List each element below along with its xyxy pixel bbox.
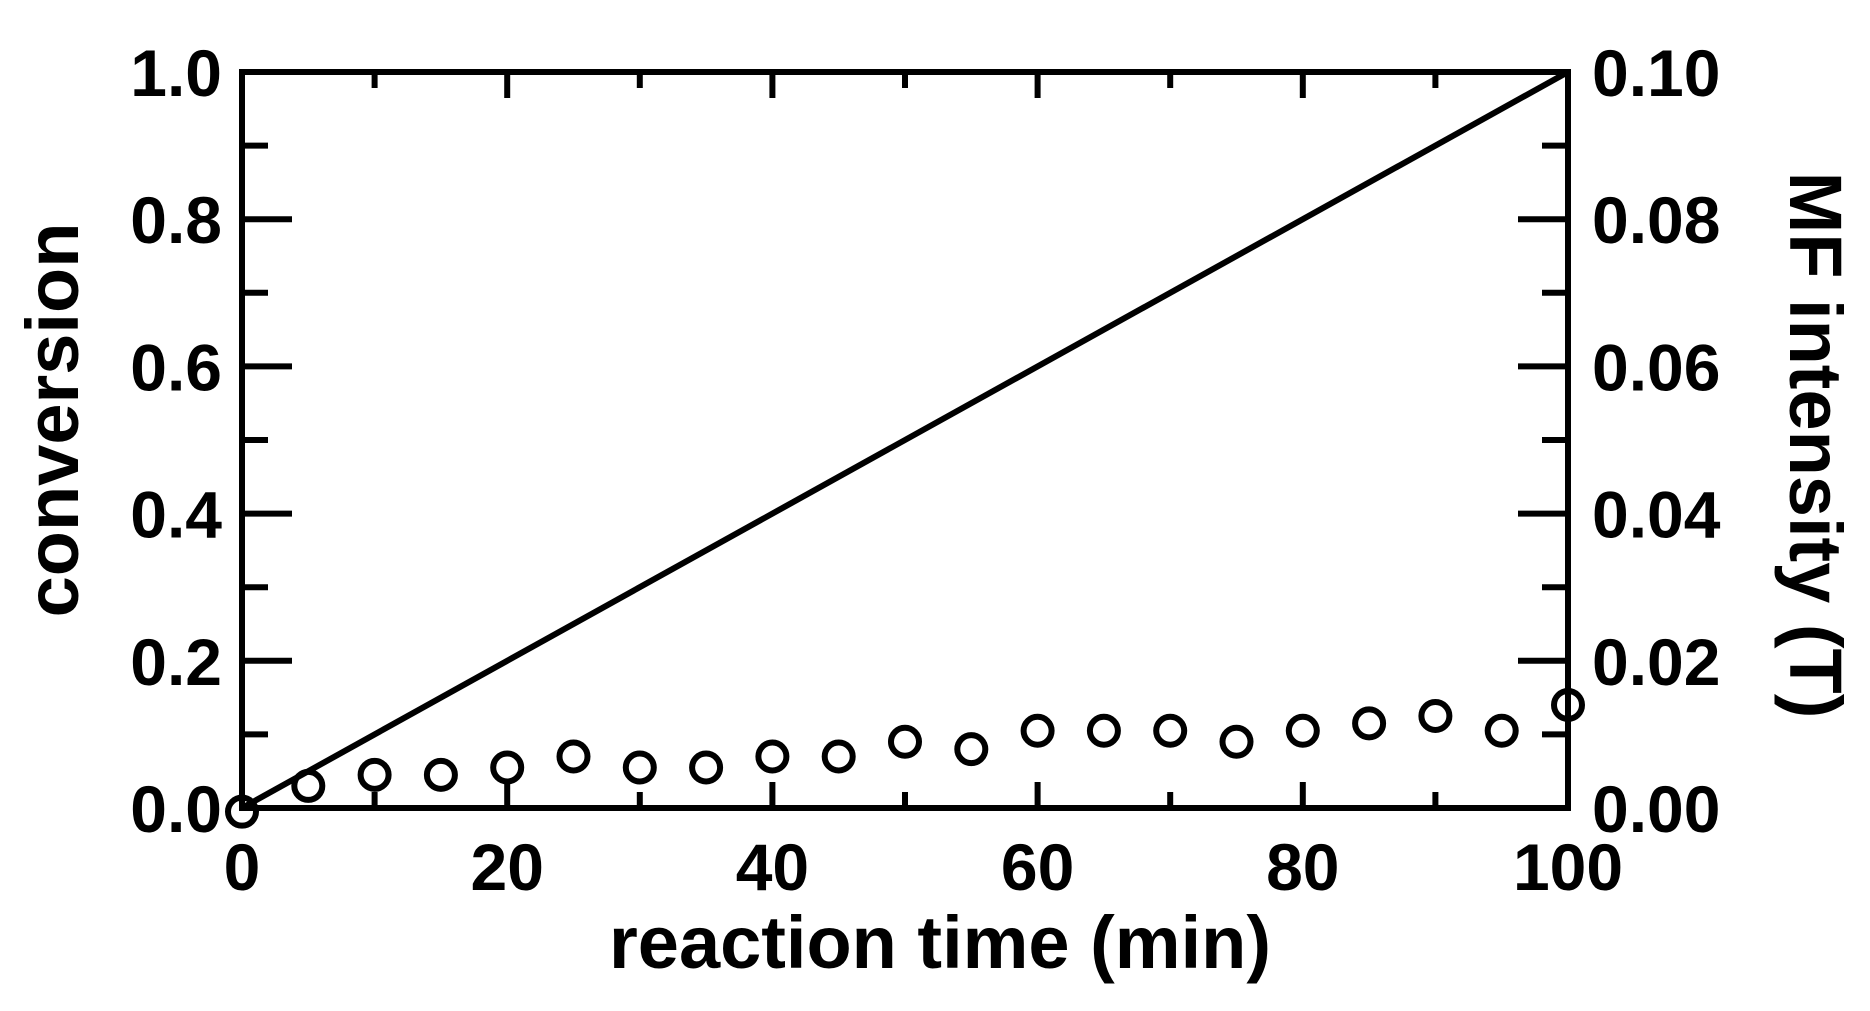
conversion-point (1086, 713, 1121, 748)
conversion-point (291, 768, 326, 803)
y2-tick-label: 0.08 (1592, 183, 1720, 257)
y-tick-label: 0.8 (130, 183, 222, 257)
y2-axis-title: MF intensity (T) (1774, 172, 1857, 719)
conversion-point (1020, 713, 1055, 748)
conversion-point (357, 757, 392, 792)
x-tick-label: 40 (736, 830, 809, 904)
x-tick-label: 60 (1001, 830, 1074, 904)
conversion-point (821, 739, 856, 774)
conversion-point (1484, 713, 1519, 748)
plot-frame (239, 69, 1571, 811)
conversion-point (556, 739, 591, 774)
conversion-point (423, 757, 458, 792)
y-tick-label: 0.4 (130, 478, 222, 552)
y-tick-label: 0.2 (130, 625, 222, 699)
conversion-point (1219, 724, 1254, 759)
y-tick-label: 1.0 (130, 36, 222, 110)
y2-tick-label: 0.06 (1592, 330, 1720, 404)
conversion-point (1352, 706, 1387, 741)
x-tick-label: 100 (1513, 830, 1623, 904)
conversion-point (755, 739, 790, 774)
conversion-point (1418, 699, 1453, 733)
mf-intensity-line (240, 69, 1570, 811)
y2-tick-label: 0.10 (1592, 36, 1720, 110)
x-tick-label: 20 (470, 830, 543, 904)
y2-tick-label: 0.00 (1592, 772, 1720, 846)
y2-tick-label: 0.02 (1592, 625, 1720, 699)
tick-labels: 0 20 40 60 80 100 0.0 0.2 0.4 0.6 0.8 1.0 0.00 0.02 0.… (130, 36, 1720, 904)
x-tick-label: 80 (1266, 830, 1339, 904)
y2-tick-label: 0.04 (1592, 478, 1721, 552)
conversion-point (1153, 713, 1188, 748)
conversion-point (888, 724, 922, 759)
x-tick-label: 0 (224, 830, 261, 904)
y-tick-label: 0.0 (130, 772, 222, 846)
conversion-point (1285, 713, 1320, 748)
conversion-point (622, 750, 657, 785)
mf-intensity-series (240, 69, 1570, 811)
conversion-point (954, 732, 989, 767)
y-axis-title: conversion (11, 223, 94, 618)
conversion-point (689, 750, 724, 785)
y-tick-label: 0.6 (130, 330, 222, 404)
conversion-point (490, 750, 525, 785)
x-axis-title: reaction time (min) (609, 901, 1271, 984)
